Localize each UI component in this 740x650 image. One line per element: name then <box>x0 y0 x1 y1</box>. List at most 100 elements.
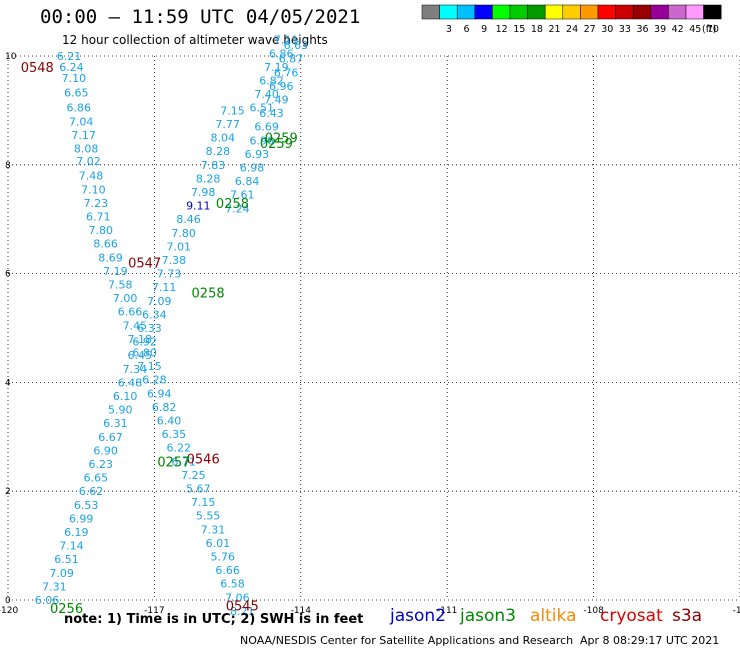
swh-value-label: 7.58 <box>108 278 133 291</box>
pass-time-label: 0546 <box>187 453 220 468</box>
swh-value-label: 8.08 <box>74 142 99 155</box>
y-tick-label: 2 <box>5 487 11 497</box>
swh-value-label: 6.51 <box>250 102 275 115</box>
legend-label: 18 <box>531 24 543 35</box>
swh-value-label: 6.40 <box>157 414 182 427</box>
swh-value-label: 6.76 <box>274 66 299 79</box>
chart-plot: -120-117-114-111-108-1002468106.216.247.… <box>0 34 740 620</box>
satellite-jason2-label: jason2 <box>390 606 446 626</box>
legend-label: 3 <box>446 24 452 35</box>
swh-value-label: 5.55 <box>196 510 221 523</box>
swh-value-label: 8.04 <box>210 132 235 145</box>
x-tick-label: -117 <box>144 606 164 616</box>
swh-value-label: 6.22 <box>167 442 192 455</box>
swh-value-label: 7.15 <box>191 496 216 509</box>
swh-value-label: 6.99 <box>69 512 94 525</box>
swh-value-label: 7.73 <box>157 268 182 281</box>
swh-value-label: 7.09 <box>49 567 74 580</box>
swh-value-label: 7.80 <box>88 224 113 237</box>
ascending-track-2: 7.247.616.846.986.936.966.696.437.496.96… <box>225 39 308 215</box>
legend-label: 21 <box>548 24 560 35</box>
swh-value-label: 6.53 <box>74 499 99 512</box>
swh-value-label: 7.01 <box>167 240 192 253</box>
x-tick-label: -114 <box>291 606 312 616</box>
swh-value-label: 6.86 <box>269 47 294 60</box>
swh-value-label: 6.01 <box>206 537 231 550</box>
swh-value-label: 6.34 <box>142 308 167 321</box>
legend-label: 27 <box>584 24 596 35</box>
swh-value-label: 5.90 <box>108 404 133 417</box>
credit-text: NOAA/NESDIS Center for Satellite Applica… <box>240 634 574 647</box>
swh-value-label: 8.66 <box>93 238 118 251</box>
swh-value-label: 7.10 <box>81 183 106 196</box>
swh-value-label: 6.31 <box>103 417 128 430</box>
swh-value-label: 6.33 <box>137 322 162 335</box>
swh-value-label: 6.66 <box>215 564 240 577</box>
swh-value-label: 7.34 <box>123 363 148 376</box>
swh-value-label: 7.19 <box>103 265 128 278</box>
swh-value-label: 6.98 <box>240 162 265 175</box>
swh-value-label: 7.98 <box>191 186 216 199</box>
swh-value-label: 6.63 <box>284 39 309 52</box>
swh-value-label: 7.10 <box>62 72 87 85</box>
swh-value-label: 6.71 <box>86 210 111 223</box>
swh-value-label: 7.00 <box>113 292 138 305</box>
legend-label: 36 <box>636 24 648 35</box>
swh-value-label: 8.69 <box>98 251 123 264</box>
swh-value-label: 7.18 <box>128 333 153 346</box>
swh-value-label: 7.83 <box>201 159 226 172</box>
swh-value-label: 6.43 <box>259 107 284 120</box>
swh-value-label: 6.82 <box>259 74 284 87</box>
swh-value-label: 7.11 <box>152 281 177 294</box>
legend-unit: (ft) <box>702 24 716 35</box>
legend-label: 24 <box>566 24 578 35</box>
swh-value-label: 7.80 <box>171 227 196 240</box>
swh-value-label: 8.46 <box>176 213 201 226</box>
descending-track-1: 6.216.247.106.656.867.047.178.087.027.48… <box>57 50 260 620</box>
pass-time-label: 0547 <box>128 257 161 272</box>
swh-value-label: 7.31 <box>42 580 67 593</box>
swh-value-label: 7.40 <box>254 88 279 101</box>
swh-value-label: 6.23 <box>88 458 113 471</box>
swh-value-label: 6.86 <box>67 102 92 115</box>
x-tick-label: -10 <box>733 606 740 616</box>
swh-value-label: 6.92 <box>132 336 157 349</box>
legend-label: 45 <box>689 24 701 35</box>
legend-label: 15 <box>513 24 525 35</box>
swh-value-label: 6.51 <box>54 553 79 566</box>
legend-label: 9 <box>481 24 487 35</box>
y-tick-label: 4 <box>5 378 11 388</box>
pass-time-label: 0258 <box>216 197 249 212</box>
pass-time-label: 0259 <box>260 137 293 152</box>
pass-time-label: 0548 <box>21 61 54 76</box>
swh-value-label: 6.65 <box>84 472 109 485</box>
swh-value-label: 6.56 <box>235 618 260 620</box>
pass-time-label: 0257 <box>157 455 190 470</box>
swh-value-label: 8.21 <box>230 605 255 618</box>
swh-value-label: 6.58 <box>220 578 245 591</box>
pass-time-label: 0258 <box>192 287 225 302</box>
swh-value-label: 7.14 <box>59 540 84 553</box>
swh-value-label: 6.35 <box>162 428 187 441</box>
legend-label: 33 <box>619 24 631 35</box>
pass-time-label: 0259 <box>265 132 298 147</box>
swh-value-label: 6.06 <box>35 594 60 607</box>
swh-value-label: 6.21 <box>57 50 82 63</box>
swh-value-label: 6.93 <box>245 148 270 161</box>
swh-value-label: 7.48 <box>79 170 104 183</box>
swh-value-label: 6.80 <box>132 346 157 359</box>
page-subtitle: 12 hour collection of altimeter wave hei… <box>62 33 328 47</box>
y-tick-label: 6 <box>5 270 11 280</box>
y-tick-label: 8 <box>5 161 11 171</box>
legend-label: 6 <box>463 24 469 35</box>
swh-value-label: 6.82 <box>152 401 177 414</box>
pass-time-label: 0545 <box>226 599 259 614</box>
swh-value-label: 6.71 <box>171 455 196 468</box>
y-tick-label: 0 <box>5 596 11 606</box>
swh-value-label: 5.76 <box>210 550 235 563</box>
pass-time-label: 0256 <box>50 602 83 617</box>
legend-swatch <box>703 4 722 20</box>
ascending-track-3: 6.517.406.827.196.867.11 <box>250 34 299 115</box>
swh-value-label: 7.15 <box>220 104 245 117</box>
